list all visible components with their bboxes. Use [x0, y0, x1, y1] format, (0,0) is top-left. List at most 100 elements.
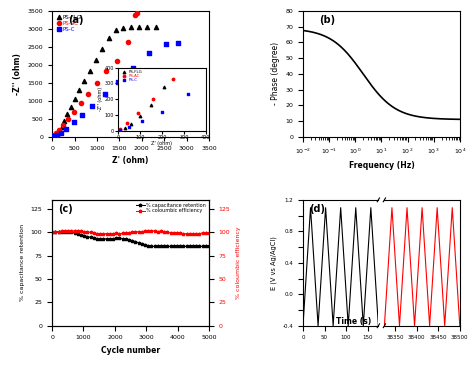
PS-AC [102, 68, 110, 74]
% capacitance retention [91, 236, 97, 240]
% coloumbic efficiency [164, 230, 170, 234]
PS-C [49, 134, 56, 140]
PS-C [57, 130, 65, 135]
PS-FLG [152, 24, 159, 30]
% coloumbic efficiency [155, 229, 161, 234]
PS-C [175, 40, 182, 45]
PS-FLG [81, 78, 88, 84]
% coloumbic efficiency [139, 229, 145, 234]
PS-FLG [61, 118, 68, 124]
PS-FLG [49, 134, 56, 140]
% capacitance retention [94, 236, 100, 241]
Text: (d): (d) [309, 203, 325, 214]
% capacitance retention [174, 244, 180, 249]
PS-FLG [86, 68, 93, 74]
Legend: PS-FLG, PS-AC, PS-C: PS-FLG, PS-AC, PS-C [55, 14, 83, 33]
% coloumbic efficiency [184, 232, 190, 236]
% coloumbic efficiency [65, 229, 71, 234]
% capacitance retention [164, 244, 170, 249]
Line: % coloumbic efficiency: % coloumbic efficiency [50, 229, 210, 236]
% capacitance retention [107, 236, 113, 241]
PS-AC [124, 39, 132, 45]
PS-FLG [55, 128, 63, 134]
% coloumbic efficiency [190, 232, 196, 236]
PS-AC [55, 127, 63, 132]
Text: Time (s): Time (s) [336, 317, 371, 326]
% coloumbic efficiency [49, 230, 55, 235]
PS-FLG [127, 24, 135, 30]
PS-AC [93, 80, 101, 86]
Line: % capacitance retention: % capacitance retention [50, 230, 210, 248]
Y-axis label: % capacitance retention: % capacitance retention [20, 224, 25, 301]
PS-C [101, 92, 109, 97]
% coloumbic efficiency [206, 231, 212, 235]
PS-FLG [76, 87, 83, 93]
PS-C [89, 102, 96, 108]
% coloumbic efficiency [187, 232, 192, 236]
Text: (c): (c) [58, 203, 73, 214]
% coloumbic efficiency [110, 232, 116, 236]
% coloumbic efficiency [197, 231, 202, 236]
% coloumbic efficiency [142, 229, 148, 234]
PS-AC [113, 59, 120, 64]
% coloumbic efficiency [152, 229, 157, 234]
% coloumbic efficiency [168, 231, 173, 235]
% capacitance retention [69, 230, 74, 235]
% capacitance retention [97, 236, 103, 241]
% coloumbic efficiency [59, 229, 64, 233]
X-axis label: Cycle number: Cycle number [101, 346, 160, 355]
PS-AC [134, 11, 141, 16]
% capacitance retention [136, 240, 141, 245]
% coloumbic efficiency [123, 231, 128, 236]
% capacitance retention [203, 244, 209, 249]
% coloumbic efficiency [126, 231, 132, 235]
PS-FLG [58, 124, 65, 130]
% capacitance retention [129, 238, 135, 243]
% coloumbic efficiency [158, 229, 164, 234]
PS-FLG [64, 111, 71, 117]
% capacitance retention [148, 244, 154, 249]
% capacitance retention [120, 236, 126, 241]
% capacitance retention [200, 244, 205, 249]
PS-AC [50, 132, 58, 138]
% capacitance retention [197, 244, 202, 249]
% coloumbic efficiency [78, 229, 84, 234]
% capacitance retention [84, 234, 90, 239]
% coloumbic efficiency [104, 232, 109, 236]
% capacitance retention [181, 244, 186, 249]
% capacitance retention [139, 242, 145, 246]
% capacitance retention [126, 238, 132, 242]
% capacitance retention [82, 234, 87, 238]
% capacitance retention [152, 244, 157, 249]
% capacitance retention [110, 236, 116, 241]
PS-C [162, 41, 170, 47]
% coloumbic efficiency [56, 229, 62, 234]
% coloumbic efficiency [97, 231, 103, 236]
% capacitance retention [171, 244, 177, 249]
Text: (a): (a) [68, 15, 83, 25]
% coloumbic efficiency [62, 229, 68, 234]
% coloumbic efficiency [113, 231, 119, 236]
% capacitance retention [161, 244, 167, 249]
% coloumbic efficiency [133, 230, 138, 235]
% coloumbic efficiency [91, 231, 97, 235]
% coloumbic efficiency [148, 228, 154, 233]
% coloumbic efficiency [193, 232, 199, 236]
% capacitance retention [142, 243, 148, 247]
X-axis label: Z' (ohm): Z' (ohm) [112, 157, 149, 165]
% capacitance retention [49, 230, 55, 235]
% coloumbic efficiency [129, 230, 135, 235]
PS-FLG [53, 131, 60, 137]
PS-C [53, 132, 61, 138]
PS-C [114, 79, 122, 85]
% coloumbic efficiency [88, 230, 93, 235]
PS-AC [132, 12, 139, 18]
% coloumbic efficiency [161, 230, 167, 234]
% capacitance retention [158, 244, 164, 249]
PS-AC [53, 130, 60, 136]
PS-FLG [112, 27, 119, 33]
% coloumbic efficiency [107, 232, 113, 236]
PS-FLG [119, 25, 127, 31]
Legend: % capacitance retention, % coloumbic efficiency: % capacitance retention, % coloumbic eff… [135, 202, 207, 214]
% capacitance retention [123, 237, 128, 241]
